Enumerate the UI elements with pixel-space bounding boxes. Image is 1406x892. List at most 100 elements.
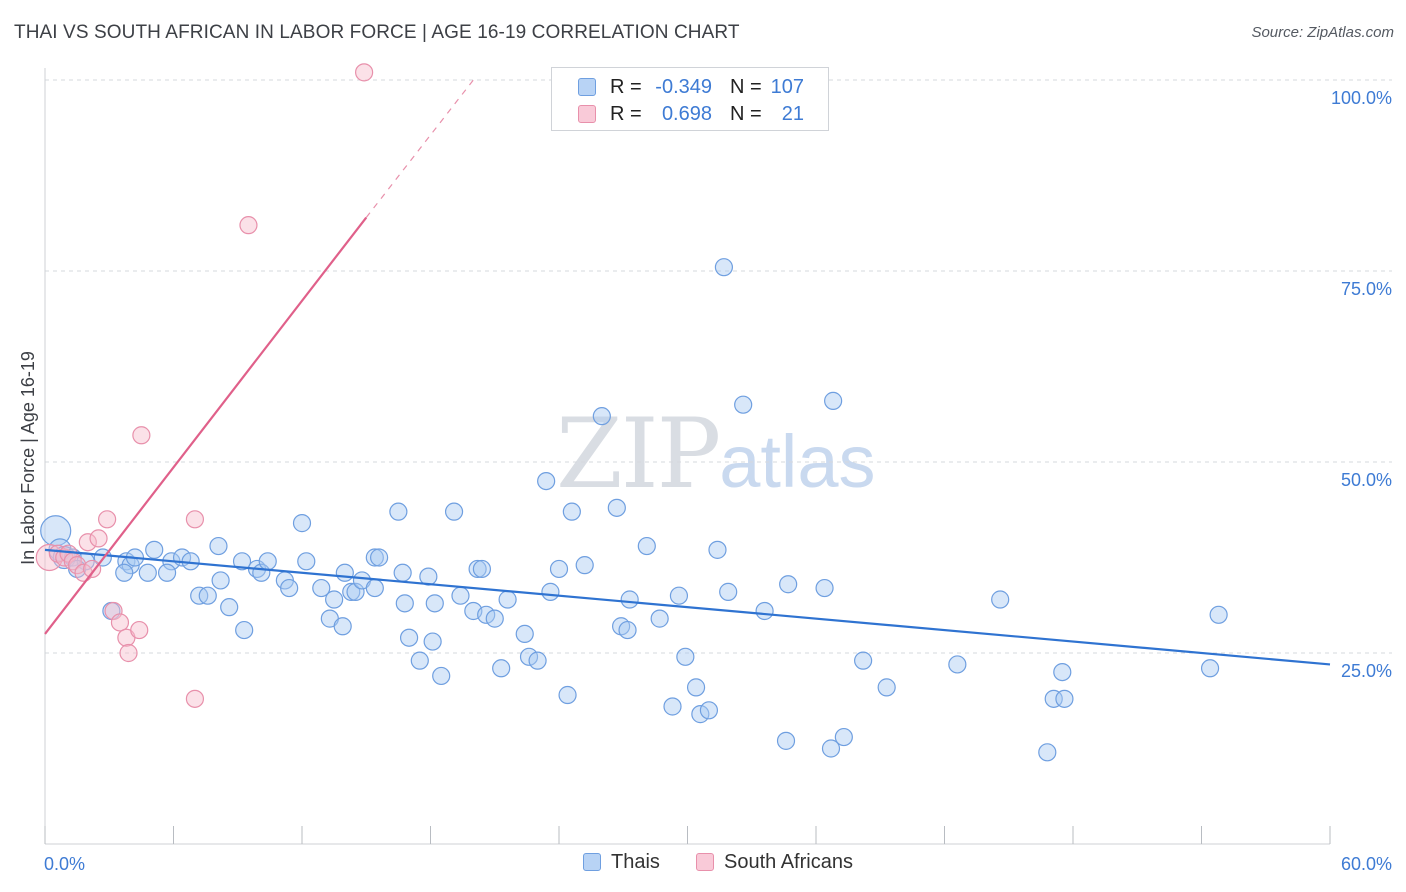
thais-point	[562, 502, 581, 521]
n-value: 21	[781, 103, 804, 125]
thais-point	[558, 685, 577, 705]
thais-point	[1044, 689, 1063, 708]
thais-point	[824, 391, 843, 410]
thais-point	[607, 498, 626, 517]
south-africans-trend-extension	[365, 79, 474, 218]
r-label: R =	[610, 103, 642, 125]
thais-point	[592, 407, 611, 426]
thais-point	[258, 552, 277, 571]
thais-point	[395, 594, 414, 613]
thais-point	[211, 571, 230, 590]
thais-point	[346, 582, 365, 601]
thais-point	[342, 582, 361, 601]
thais-point	[145, 540, 164, 559]
thais-point	[691, 705, 710, 724]
south-africans-point	[83, 559, 102, 579]
thais-point	[115, 563, 134, 582]
legend-label-south-africans: South Africans	[724, 851, 853, 873]
south-africans-points	[35, 63, 374, 708]
trend-lines	[44, 79, 1331, 666]
thais-point	[399, 628, 419, 647]
south-africans-point	[355, 63, 374, 82]
south-africans-point	[104, 601, 123, 621]
thais-point	[575, 556, 594, 575]
south-africans-point	[132, 426, 151, 445]
thais-point	[686, 678, 706, 697]
r-label: R =	[610, 76, 642, 98]
thais-point	[779, 575, 798, 594]
thais-point	[198, 586, 217, 605]
x-tick-label: 0.0%	[44, 854, 85, 874]
thais-point	[699, 701, 719, 720]
n-label: N =	[730, 76, 762, 98]
thais-point	[637, 536, 656, 556]
thais-point	[393, 563, 412, 582]
thais-point	[519, 647, 539, 666]
thais-point	[714, 258, 734, 277]
r-value: 0.698	[661, 103, 712, 125]
thais-point	[325, 590, 344, 609]
thais-swatch	[583, 853, 601, 871]
thais-point	[676, 647, 695, 666]
thais-point	[821, 739, 841, 758]
south-africans-swatch	[578, 105, 596, 123]
thais-point	[620, 590, 639, 609]
thais-point	[834, 727, 853, 747]
thais-point	[650, 609, 669, 628]
thais-point	[734, 395, 753, 414]
thais-point	[776, 731, 796, 750]
south-africans-point	[98, 510, 117, 529]
thais-point	[515, 624, 534, 644]
south-africans-trend-line	[44, 216, 368, 635]
n-value: 107	[770, 76, 804, 98]
thais-point	[948, 655, 967, 674]
watermark-zip: ZIP	[556, 398, 721, 510]
n-label: N =	[730, 103, 762, 125]
thais-point	[1200, 659, 1220, 678]
thais-point	[432, 666, 451, 686]
thais-point	[1053, 662, 1072, 682]
r-value: -0.349	[655, 76, 712, 98]
x-tick-label: 60.0%	[1341, 854, 1392, 874]
thais-point	[370, 548, 389, 567]
thais-swatch	[578, 78, 596, 96]
south-africans-point	[78, 533, 97, 552]
thais-point	[485, 609, 504, 628]
south-africans-point	[185, 510, 205, 529]
thais-point	[472, 559, 491, 579]
thais-point	[854, 651, 873, 670]
thais-point	[333, 617, 352, 636]
thais-point	[528, 651, 547, 670]
y-axis-label: In Labor Force | Age 16-19	[18, 351, 38, 565]
thais-point	[365, 578, 384, 598]
thais-point	[477, 605, 496, 624]
thais-point	[663, 697, 682, 716]
south-africans-point	[239, 216, 258, 235]
thais-point	[549, 559, 569, 579]
thais-point	[492, 659, 511, 678]
thais-point	[312, 578, 331, 598]
thais-point	[755, 601, 774, 621]
thais-point	[444, 502, 464, 521]
thais-point	[389, 502, 408, 521]
thais-point	[541, 582, 560, 601]
thais-point	[297, 552, 316, 571]
thais-point	[877, 678, 896, 697]
y-tick-label: 75.0%	[1341, 279, 1392, 299]
south-africans-swatch	[696, 853, 714, 871]
tick-labels: 25.0% 50.0% 75.0% 100.0% 0.0% 60.0%	[44, 88, 1392, 874]
watermark: ZIPatlas	[556, 398, 876, 510]
legend-row-south-africans: R = 0.698 N = 21	[552, 101, 828, 127]
south-africans-point	[89, 529, 108, 548]
thais-point	[451, 586, 470, 605]
axes	[44, 68, 1331, 845]
thais-point	[1209, 605, 1228, 624]
legend-item-south-africans[interactable]: South Africans	[696, 851, 853, 874]
thais-point	[815, 578, 834, 598]
thais-point	[209, 536, 228, 556]
thais-point	[138, 563, 157, 582]
legend-item-thais[interactable]: Thais	[583, 851, 660, 874]
thais-point	[157, 563, 177, 582]
thais-point	[335, 563, 354, 582]
